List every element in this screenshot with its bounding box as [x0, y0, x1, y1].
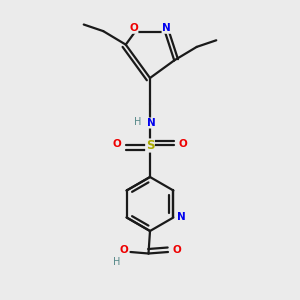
Text: O: O — [112, 139, 122, 149]
Text: N: N — [162, 23, 171, 33]
Text: O: O — [178, 139, 188, 149]
Text: H: H — [134, 117, 142, 128]
Text: N: N — [177, 212, 186, 223]
Text: O: O — [129, 23, 138, 33]
Text: N: N — [147, 118, 156, 128]
Text: H: H — [113, 256, 121, 267]
Text: O: O — [172, 245, 182, 256]
Text: S: S — [146, 139, 154, 152]
Text: O: O — [119, 245, 128, 256]
